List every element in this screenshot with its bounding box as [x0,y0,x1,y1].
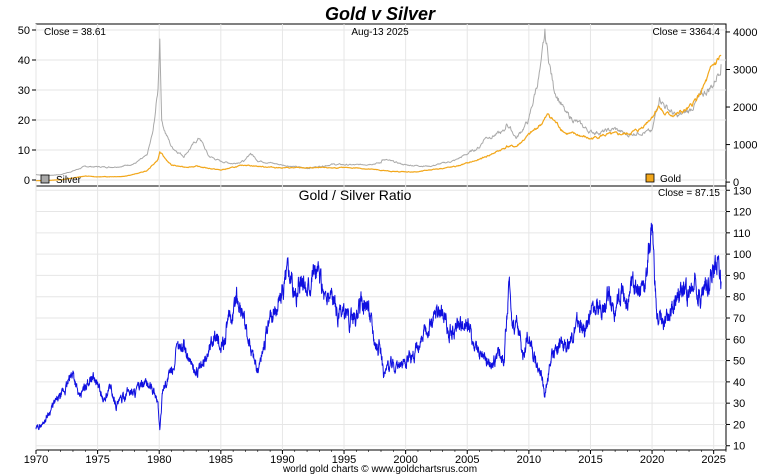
x-tick-label: 1985 [209,454,233,466]
y-right-tick-label: 0 [733,177,739,189]
ratio-panel-title: Gold / Silver Ratio [299,187,412,203]
y-right-tick-label: 4000 [733,27,757,39]
ratio-tick-label: 90 [733,270,745,282]
y-right-tick-label: 2000 [733,102,757,114]
y-left-tick-label: 10 [18,145,30,157]
x-tick-label: 2005 [455,454,479,466]
x-tick-label: 2015 [578,454,602,466]
date-label: Aug-13 2025 [351,27,409,38]
ratio-tick-label: 100 [733,249,751,261]
footer-credit: world gold charts © www.goldchartsrus.co… [282,464,477,475]
x-tick-label: 2020 [640,454,664,466]
gold-legend-swatch [645,173,655,183]
gold-silver-ratio-line [35,222,722,431]
ratio-tick-label: 120 [733,207,751,219]
gold-close-label: Close = 3364.4 [652,27,720,38]
y-right-tick-label: 3000 [733,64,757,76]
y-left-tick-label: 20 [18,115,30,127]
ratio-tick-label: 50 [733,356,745,368]
y-left-tick-label: 30 [18,85,30,97]
x-tick-label: 2010 [517,454,541,466]
ratio-tick-label: 60 [733,334,745,346]
silver-price-line [36,28,722,177]
x-tick-label: 1995 [332,454,356,466]
ratio-tick-label: 80 [733,292,745,304]
gold-price-line [36,54,722,182]
y-right-tick-label: 1000 [733,140,757,152]
x-tick-label: 1975 [85,454,109,466]
ratio-tick-label: 70 [733,313,745,325]
gold-legend-label: Gold [660,174,681,185]
silver-close-label: Close = 38.61 [44,27,106,38]
x-tick-label: 2025 [701,454,725,466]
ratio-close-label: Close = 87.15 [658,188,720,199]
ratio-tick-label: 130 [733,185,751,197]
y-left-tick-label: 40 [18,55,30,67]
grid-layer [35,24,726,450]
top-panel-frame [35,23,727,187]
ratio-tick-label: 110 [733,228,751,240]
axis-layer: 1970 1975 1980 1985 1990 1995 2000 2005 2010 2015… [18,25,758,466]
ratio-tick-label: 10 [733,441,745,453]
x-tick-label: 1980 [147,454,171,466]
x-tick-label: 1990 [270,454,294,466]
series-layer [35,28,722,431]
ratio-tick-label: 20 [733,419,745,431]
silver-legend-label: Silver [56,175,82,186]
y-left-tick-label: 50 [18,25,30,37]
silver-legend-swatch [40,174,50,184]
y-left-tick-label: 0 [24,175,30,187]
chart-title: Gold v Silver [325,4,436,24]
ratio-tick-label: 40 [733,377,745,389]
ratio-tick-label: 30 [733,398,745,410]
x-tick-label: 2000 [393,454,417,466]
x-tick-label: 1970 [24,454,48,466]
